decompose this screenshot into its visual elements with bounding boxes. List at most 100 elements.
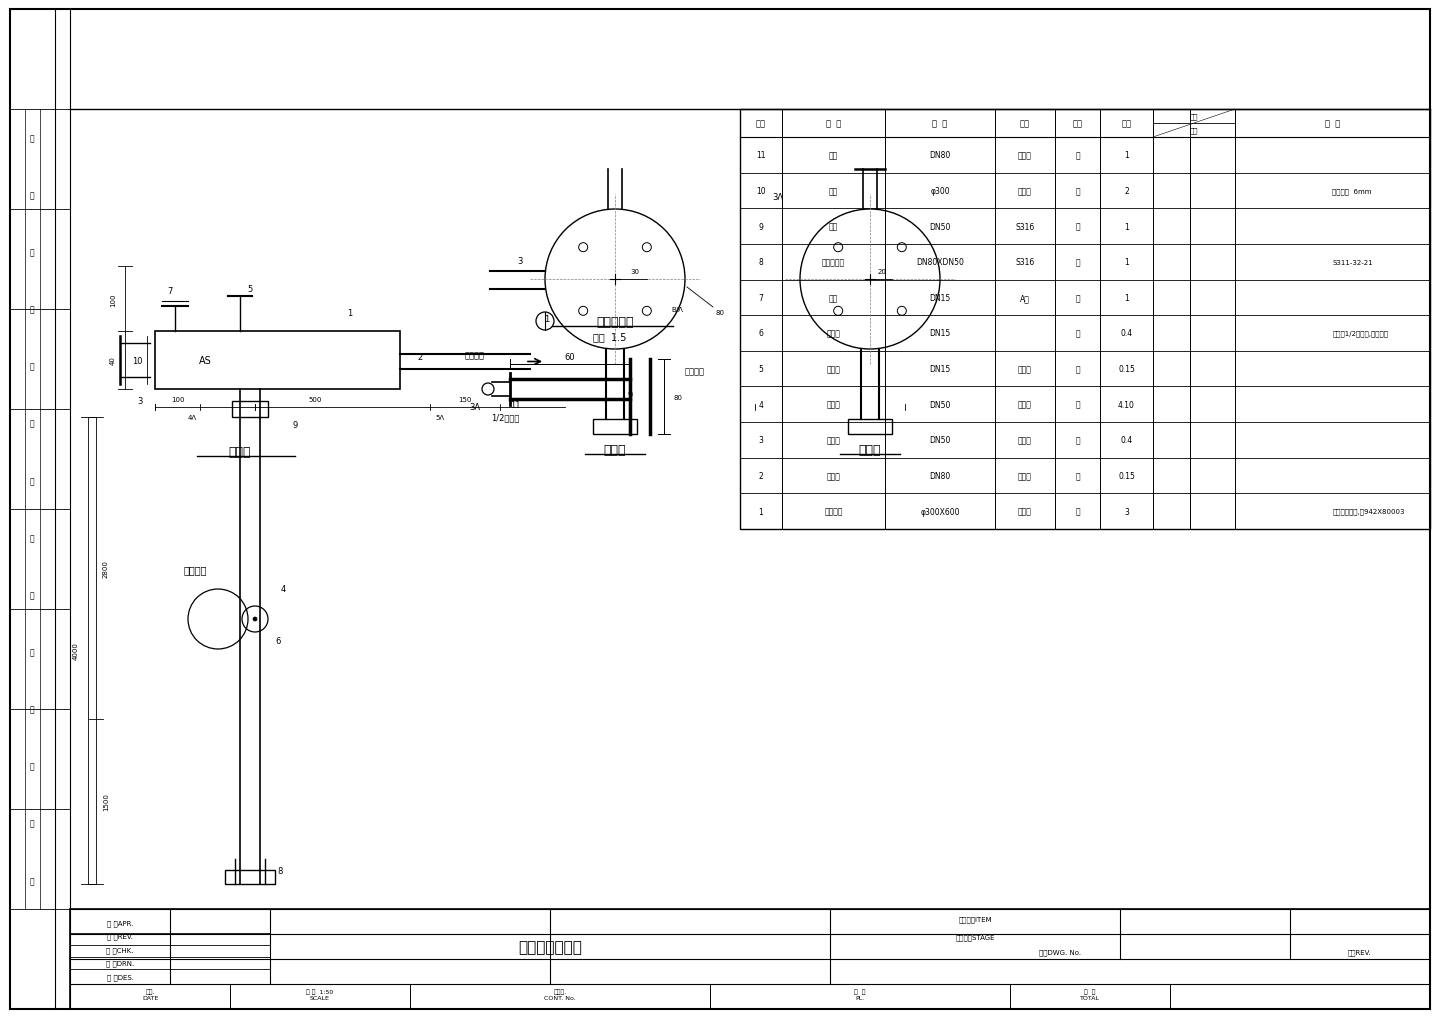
Text: 80: 80 <box>674 394 683 400</box>
Text: 1: 1 <box>1125 293 1129 303</box>
Text: DN15: DN15 <box>929 365 950 374</box>
Text: 项: 项 <box>30 133 35 143</box>
Text: 脱水喷孔口: 脱水喷孔口 <box>822 258 845 267</box>
Text: 米: 米 <box>1076 365 1080 374</box>
Text: 进气管: 进气管 <box>827 329 841 338</box>
Text: 料: 料 <box>30 534 35 542</box>
Text: 1: 1 <box>1125 222 1129 231</box>
Text: 不锈钢板卷焊,板942X80003: 不锈钢板卷焊,板942X80003 <box>1332 508 1405 515</box>
Text: 前视图: 前视图 <box>603 443 626 457</box>
Text: 40: 40 <box>109 357 117 365</box>
Text: 3: 3 <box>517 257 523 266</box>
Text: 0.15: 0.15 <box>1117 472 1135 481</box>
Text: 5: 5 <box>248 285 252 294</box>
Text: 不锈钢: 不锈钢 <box>1018 186 1032 196</box>
Text: DN15: DN15 <box>929 329 950 338</box>
Text: 4.10: 4.10 <box>1117 400 1135 410</box>
Text: 机械弯曲: 机械弯曲 <box>685 367 706 376</box>
Text: DN80: DN80 <box>929 472 950 481</box>
Text: 日期.
DATE: 日期. DATE <box>143 988 158 1000</box>
Text: φ300: φ300 <box>930 186 950 196</box>
Text: 2: 2 <box>1125 186 1129 196</box>
Text: 设计项目ITEM: 设计项目ITEM <box>958 916 992 922</box>
Text: 8: 8 <box>759 258 763 267</box>
Text: 60: 60 <box>564 353 576 361</box>
Text: 比例  1.5: 比例 1.5 <box>593 331 626 341</box>
Text: 9: 9 <box>628 390 632 399</box>
Text: 1: 1 <box>347 309 353 318</box>
Text: 称: 称 <box>30 306 35 314</box>
Bar <box>232 401 268 418</box>
Text: 11: 11 <box>510 400 520 409</box>
Text: 不锈钢板  6mm: 不锈钢板 6mm <box>1332 187 1372 195</box>
Text: 4: 4 <box>281 585 285 594</box>
Text: 6: 6 <box>759 329 763 338</box>
Text: 旋流管: 旋流管 <box>827 400 841 410</box>
Text: 3: 3 <box>137 397 143 407</box>
Text: 80: 80 <box>716 310 724 316</box>
Text: 盲板: 盲板 <box>829 186 838 196</box>
Text: 1/2外螺纹: 1/2外螺纹 <box>491 413 520 422</box>
Text: 3: 3 <box>759 436 763 445</box>
Text: 规: 规 <box>30 363 35 371</box>
Text: 9: 9 <box>292 420 298 429</box>
Text: 个: 个 <box>1076 293 1080 303</box>
Text: 共  张
TOTAL: 共 张 TOTAL <box>1080 988 1100 1000</box>
Text: 材: 材 <box>30 477 35 485</box>
Text: 个: 个 <box>1076 222 1080 231</box>
Text: 量: 量 <box>30 762 35 771</box>
Text: 1: 1 <box>544 314 550 323</box>
Text: 4: 4 <box>759 400 763 410</box>
Text: 单重: 单重 <box>1189 113 1198 120</box>
Text: 0.4: 0.4 <box>1120 436 1133 445</box>
Text: 格: 格 <box>30 420 35 428</box>
Text: 单: 单 <box>30 591 35 599</box>
Text: 进流管: 进流管 <box>827 436 841 445</box>
Text: 后视图: 后视图 <box>858 443 881 457</box>
Text: 排气管: 排气管 <box>827 365 841 374</box>
Text: 不锈钢: 不锈钢 <box>1018 507 1032 517</box>
Text: 审 定APR.: 审 定APR. <box>107 919 132 926</box>
Text: 不锈钢: 不锈钢 <box>1018 151 1032 160</box>
Text: 气提罐体: 气提罐体 <box>824 507 842 517</box>
Text: 4Λ: 4Λ <box>187 415 197 421</box>
Text: 合同号.
CONT. No.: 合同号. CONT. No. <box>544 988 576 1000</box>
Text: 不锈钢: 不锈钢 <box>1018 365 1032 374</box>
Text: 备: 备 <box>30 819 35 828</box>
Text: 米: 米 <box>1076 472 1080 481</box>
Text: 总重: 总重 <box>1189 127 1198 135</box>
Text: 9: 9 <box>759 222 763 231</box>
Text: 20: 20 <box>877 269 887 275</box>
Text: 2800: 2800 <box>104 559 109 578</box>
Text: 设计阶段STAGE: 设计阶段STAGE <box>955 933 995 941</box>
Text: 个: 个 <box>1076 151 1080 160</box>
Bar <box>156 331 400 389</box>
Text: 块: 块 <box>1076 186 1080 196</box>
Text: 气提装置大样图: 气提装置大样图 <box>518 940 582 955</box>
Text: 至污泥池: 至污泥池 <box>465 352 485 360</box>
Text: 材料: 材料 <box>1020 119 1030 128</box>
Text: 10: 10 <box>131 357 143 365</box>
Text: 11: 11 <box>756 151 766 160</box>
Text: DN50: DN50 <box>929 400 950 410</box>
Text: DN80XDN50: DN80XDN50 <box>916 258 963 267</box>
Text: 米: 米 <box>1076 329 1080 338</box>
Text: DN80: DN80 <box>929 151 950 160</box>
Text: 100: 100 <box>171 396 184 403</box>
Text: 1: 1 <box>1125 151 1129 160</box>
Text: 制 图DRN.: 制 图DRN. <box>107 960 134 966</box>
Text: S311-32-21: S311-32-21 <box>1332 260 1374 266</box>
Text: 数: 数 <box>30 705 35 713</box>
Text: 只: 只 <box>1076 507 1080 517</box>
Text: 位: 位 <box>30 648 35 656</box>
Text: 不锈钢: 不锈钢 <box>1018 472 1032 481</box>
Text: 4000: 4000 <box>73 642 79 659</box>
Text: 进气管大样: 进气管大样 <box>596 315 634 328</box>
Text: 名: 名 <box>30 248 35 257</box>
Text: 不锈钢: 不锈钢 <box>1018 400 1032 410</box>
Bar <box>848 420 891 434</box>
Text: 校 核CHK.: 校 核CHK. <box>107 947 134 953</box>
Bar <box>593 420 636 434</box>
Text: 第  张
PL.: 第 张 PL. <box>854 988 865 1000</box>
Bar <box>71 909 1430 1009</box>
